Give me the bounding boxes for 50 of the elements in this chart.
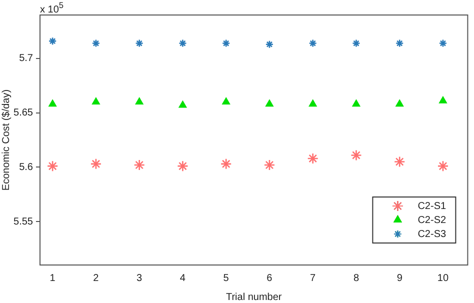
x-tick-label: 3 xyxy=(136,272,143,284)
point xyxy=(48,100,57,107)
x-tick-label: 1 xyxy=(50,272,56,284)
point xyxy=(352,100,360,107)
point xyxy=(90,158,102,170)
point xyxy=(222,39,230,48)
point xyxy=(266,100,274,107)
point xyxy=(350,150,362,161)
y-tick-label: 5.7 xyxy=(19,53,34,64)
point xyxy=(265,40,274,48)
x-tick-label: 8 xyxy=(353,272,360,284)
point xyxy=(394,156,406,168)
point xyxy=(307,152,318,164)
point xyxy=(92,39,100,48)
legend-label: C2-S1 xyxy=(418,200,446,212)
point xyxy=(177,160,188,172)
point xyxy=(92,97,100,104)
point xyxy=(308,39,317,48)
x-tick-label: 9 xyxy=(396,272,403,284)
point xyxy=(220,158,232,170)
point xyxy=(222,97,230,104)
x-tick-label: 5 xyxy=(223,272,230,284)
point xyxy=(48,36,57,46)
point xyxy=(178,100,187,108)
point xyxy=(439,96,447,104)
legend-label: C2-S3 xyxy=(418,228,446,240)
point xyxy=(178,39,187,48)
point xyxy=(396,100,404,107)
point xyxy=(264,159,276,171)
y-axis-title: Economic Cost ($/day) xyxy=(0,89,12,191)
y-tick-label: 5.65 xyxy=(14,108,34,119)
y-tick-label: 5.55 xyxy=(14,216,34,228)
x-tick-label: 10 xyxy=(437,272,449,284)
y-tick-label: 5.6 xyxy=(19,162,34,173)
point xyxy=(46,160,58,172)
x-tick-label: 4 xyxy=(180,272,186,284)
point xyxy=(438,39,448,48)
x-tick-label: 2 xyxy=(93,272,100,284)
annotation: x 10$^{5}$ xyxy=(40,0,64,16)
point xyxy=(437,160,449,172)
point xyxy=(134,159,145,171)
point xyxy=(352,39,360,48)
point xyxy=(308,100,317,107)
legend-label: C2-S2 xyxy=(418,214,446,226)
x-axis-title: Trial number xyxy=(226,292,282,303)
x-tick-label: 6 xyxy=(266,272,273,284)
point xyxy=(395,39,404,48)
x-tick-label: 7 xyxy=(310,272,316,284)
point xyxy=(135,39,144,48)
point xyxy=(135,97,144,104)
